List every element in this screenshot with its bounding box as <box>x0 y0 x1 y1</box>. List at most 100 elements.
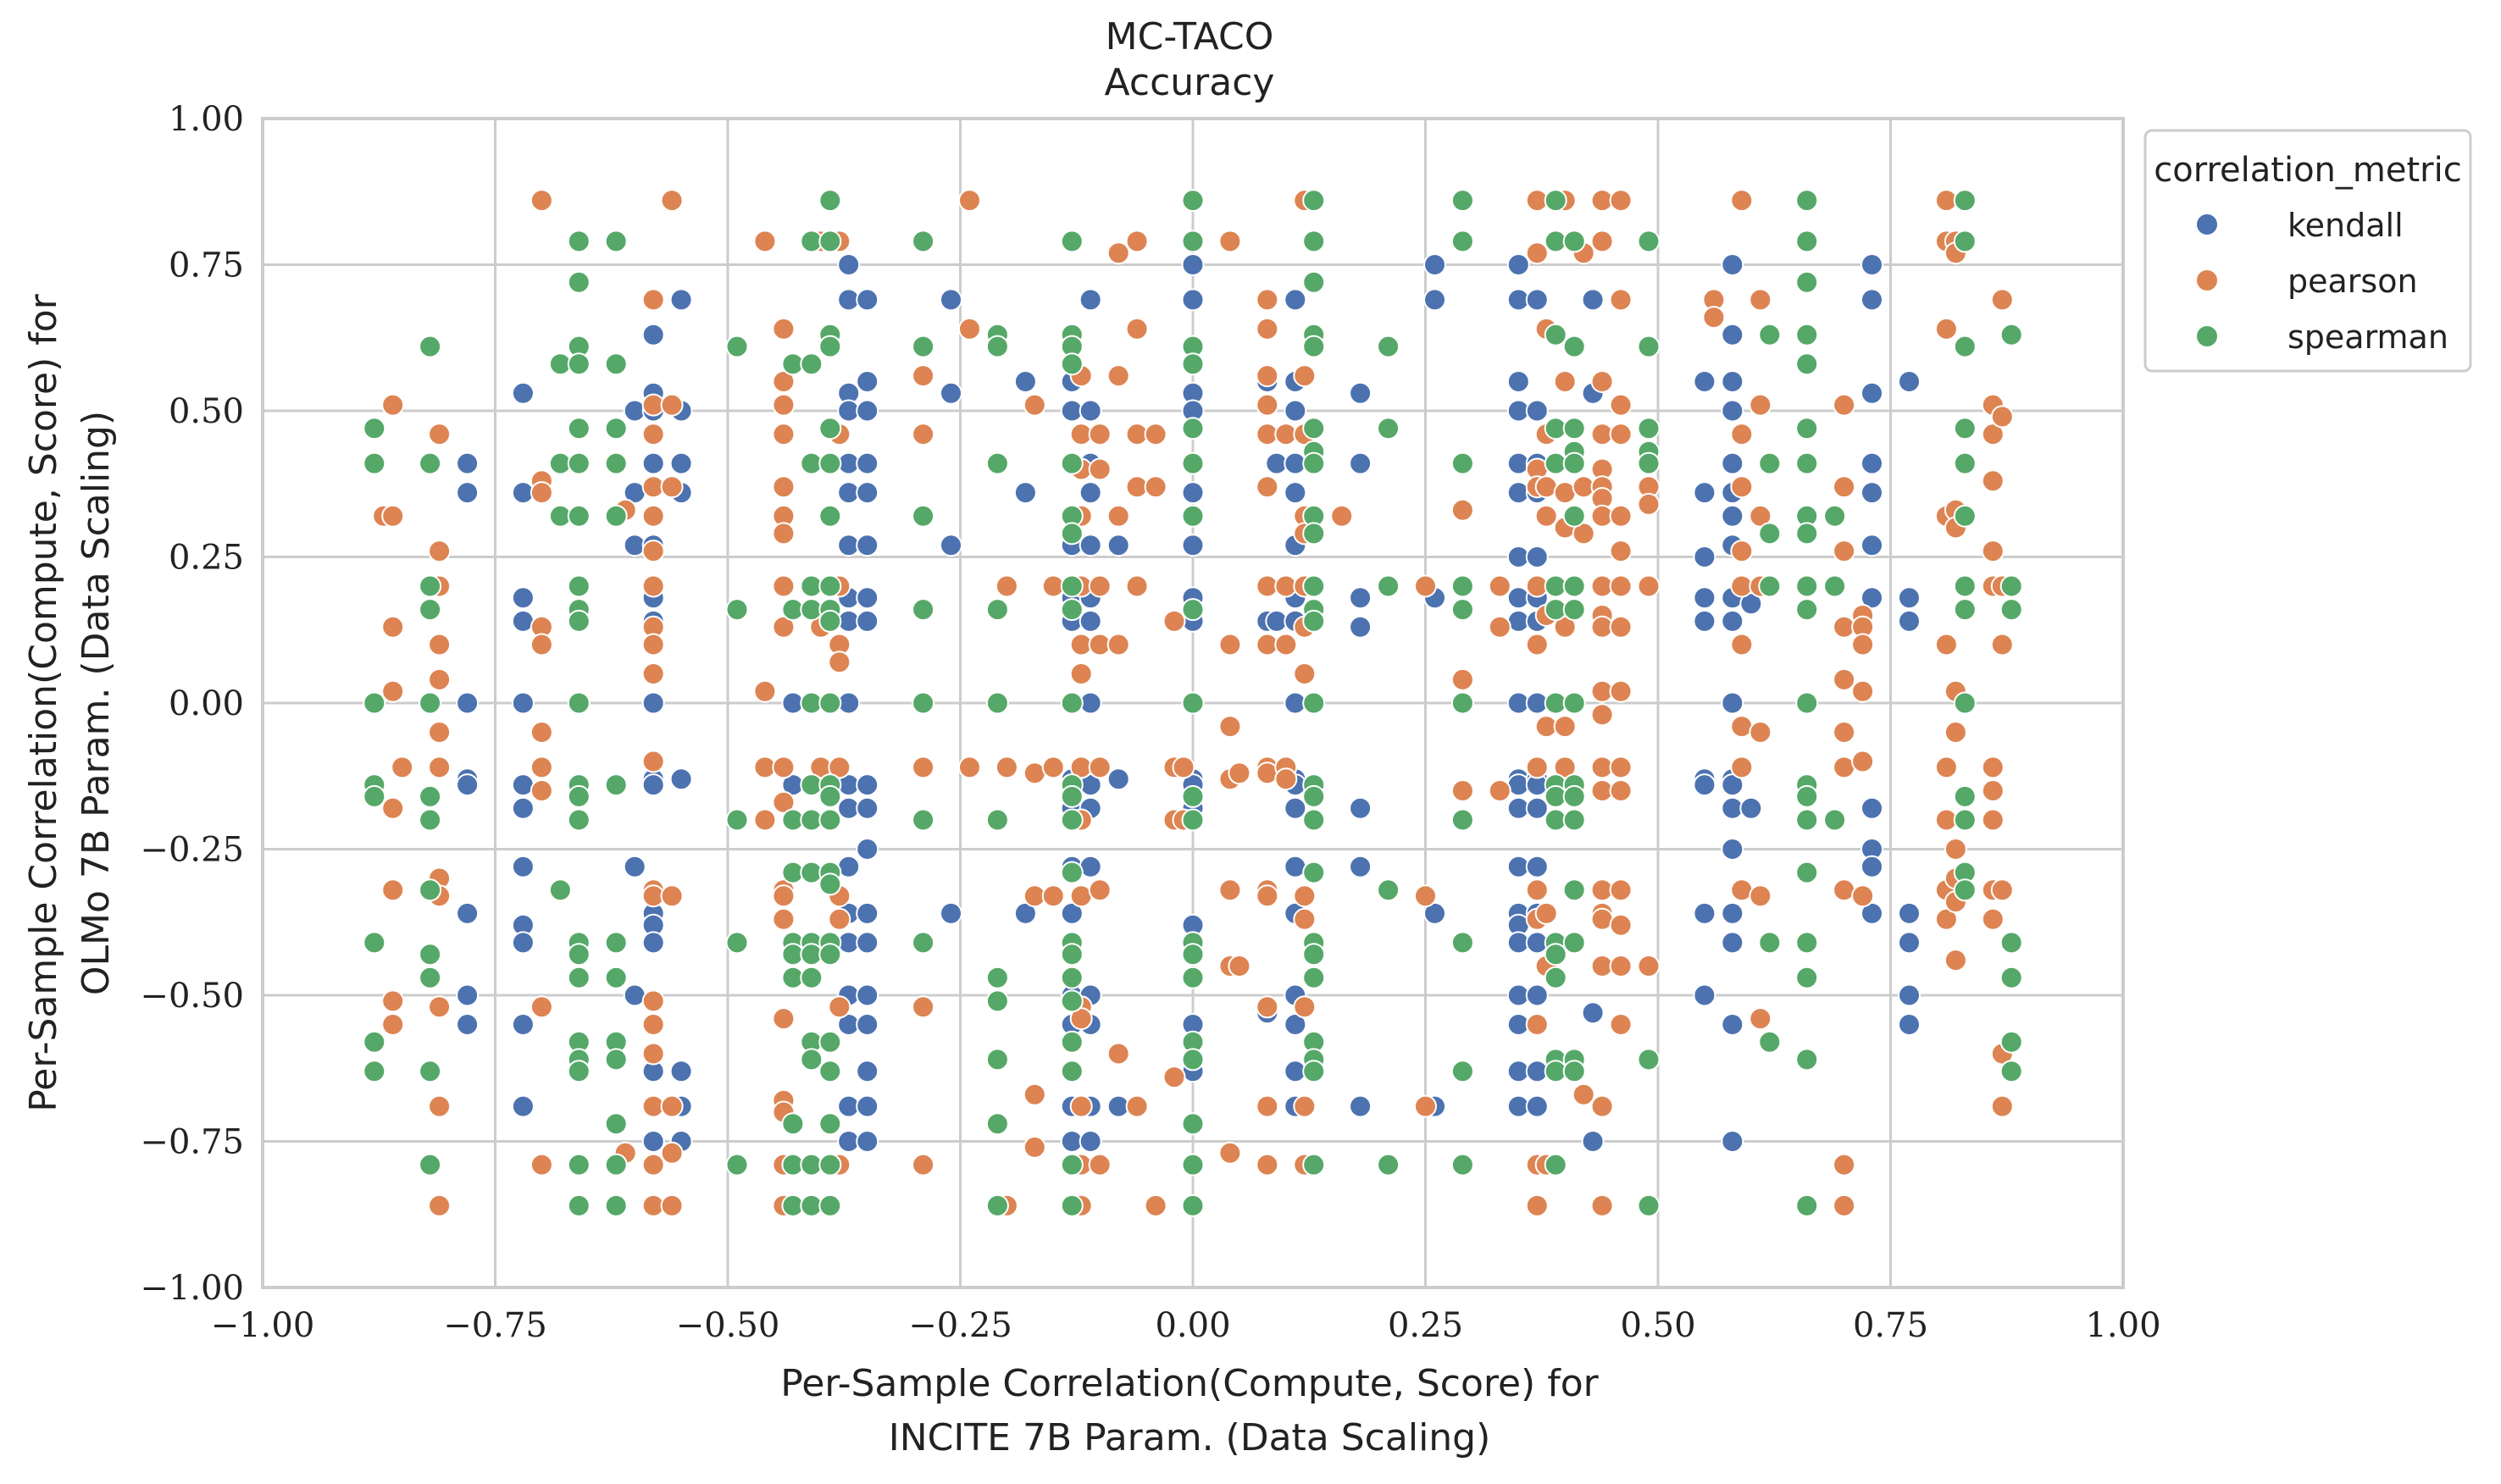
point-pearson <box>1553 615 1577 639</box>
point-spearman <box>1544 189 1567 213</box>
point-spearman <box>1060 943 1084 966</box>
point-kendall <box>856 773 879 797</box>
point-spearman <box>1060 1030 1084 1054</box>
point-pearson <box>1934 633 1958 656</box>
point-kendall <box>1721 609 1744 633</box>
point-spearman <box>1795 451 1819 475</box>
point-pearson <box>1023 1083 1046 1106</box>
point-spearman <box>818 451 842 475</box>
point-pearson <box>1981 423 2005 446</box>
point-kendall <box>1181 534 1205 557</box>
point-kendall <box>1721 901 1744 925</box>
point-pearson <box>1730 423 1754 446</box>
point-spearman <box>725 1153 749 1177</box>
point-pearson <box>1450 498 1474 522</box>
x-tick-label: 0.00 <box>1155 1306 1230 1345</box>
x-tick-label: −0.25 <box>908 1306 1012 1345</box>
point-spearman <box>1302 574 1326 598</box>
point-spearman <box>1377 878 1400 902</box>
point-pearson <box>828 907 851 931</box>
point-pearson <box>1934 907 1958 931</box>
point-kendall <box>856 901 879 925</box>
point-spearman <box>567 943 591 966</box>
point-spearman <box>1637 1048 1661 1071</box>
point-spearman <box>1302 1153 1326 1177</box>
point-pearson <box>641 574 665 598</box>
point-spearman <box>1060 1153 1084 1177</box>
point-spearman <box>1795 270 1819 294</box>
point-spearman <box>1795 691 1819 715</box>
point-spearman <box>1302 189 1326 213</box>
point-pearson <box>1023 1135 1046 1159</box>
point-kendall <box>1898 931 1921 955</box>
point-pearson <box>1553 370 1577 393</box>
point-pearson <box>772 790 796 814</box>
point-spearman <box>363 691 386 715</box>
point-spearman <box>419 574 442 598</box>
point-kendall <box>1860 855 1883 878</box>
point-spearman <box>1795 931 1819 955</box>
point-spearman <box>419 943 442 966</box>
x-axis-label-line-1: Per-Sample Correlation(Compute, Score) f… <box>780 1362 1599 1405</box>
point-kendall <box>1721 399 1744 423</box>
point-pearson <box>1609 423 1633 446</box>
point-spearman <box>1060 451 1084 475</box>
point-spearman <box>1637 335 1661 358</box>
point-pearson <box>1609 878 1633 902</box>
point-spearman <box>985 989 1009 1013</box>
point-pearson <box>995 756 1018 779</box>
point-kendall <box>456 481 480 505</box>
point-spearman <box>1181 1193 1205 1217</box>
point-kendall <box>1860 253 1883 276</box>
point-spearman <box>1450 598 1474 622</box>
point-kendall <box>1898 901 1921 925</box>
legend: correlation_metric kendall pearson spear… <box>2143 129 2472 373</box>
point-pearson <box>641 1153 665 1177</box>
x-axis-label-line-2: INCITE 7B Param. (Data Scaling) <box>889 1416 1491 1459</box>
point-spearman <box>912 808 935 832</box>
y-tick-label: −1.00 <box>140 1269 244 1308</box>
point-pearson <box>1450 779 1474 802</box>
point-spearman <box>1302 451 1326 475</box>
point-pearson <box>1293 995 1317 1019</box>
point-pearson <box>530 1153 553 1177</box>
point-kendall <box>1721 370 1744 393</box>
y-tick-label: 0.75 <box>169 246 244 285</box>
point-spearman <box>1181 691 1205 715</box>
point-pearson <box>1934 756 1958 779</box>
point-spearman <box>1302 270 1326 294</box>
point-pearson <box>1609 288 1633 312</box>
point-kendall <box>1860 381 1883 405</box>
point-kendall <box>456 451 480 475</box>
point-spearman <box>1953 808 1977 832</box>
point-spearman <box>985 691 1009 715</box>
point-spearman <box>1953 504 1977 528</box>
point-pearson <box>1041 884 1065 908</box>
point-spearman <box>1562 808 1586 832</box>
point-spearman <box>567 808 591 832</box>
point-spearman <box>1302 943 1326 966</box>
point-spearman <box>1377 417 1400 440</box>
point-pearson <box>1851 633 1875 656</box>
point-spearman <box>363 451 386 475</box>
point-pearson <box>641 504 665 528</box>
point-kendall <box>1284 796 1307 820</box>
point-pearson <box>530 481 553 505</box>
point-kendall <box>1860 481 1883 505</box>
point-spearman <box>604 230 628 253</box>
point-pearson <box>1851 750 1875 773</box>
point-pearson <box>753 679 777 703</box>
point-kendall <box>1693 545 1716 568</box>
point-pearson <box>1833 540 1856 563</box>
point-spearman <box>419 451 442 475</box>
point-pearson <box>1069 1094 1093 1118</box>
point-kendall <box>1506 370 1530 393</box>
point-pearson <box>912 995 935 1019</box>
point-pearson <box>1525 878 1549 902</box>
point-kendall <box>1284 1013 1307 1036</box>
point-pearson <box>1106 241 1130 265</box>
y-tick-label: 0.00 <box>169 684 244 723</box>
point-pearson <box>1488 574 1511 598</box>
point-spearman <box>1302 609 1326 633</box>
chart-subtitle: Accuracy <box>1105 61 1275 104</box>
